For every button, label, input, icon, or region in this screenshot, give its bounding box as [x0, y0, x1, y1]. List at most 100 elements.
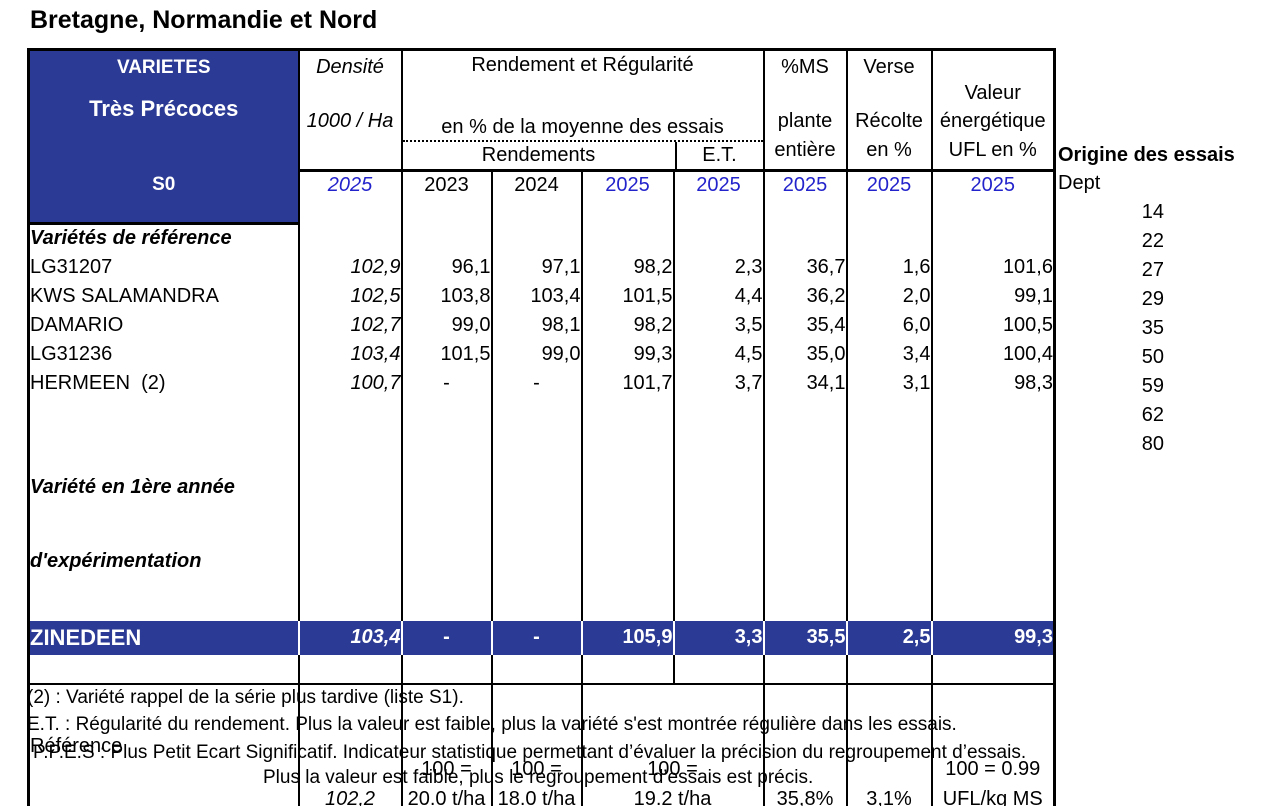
- ms-cell: 36,2: [762, 281, 848, 311]
- empty-cell: [930, 654, 1056, 684]
- verse-label-2: Récolte: [855, 110, 923, 132]
- densite-cell: 102,5: [297, 281, 403, 311]
- year-et: 2025: [672, 170, 765, 224]
- empty-cell: [297, 654, 403, 684]
- empty-cell: [672, 397, 765, 427]
- verse-cell: 2,5: [845, 620, 933, 655]
- valeur-label-3: UFL en %: [948, 139, 1037, 161]
- section-row-new-variety: Variété en 1ère année d'expérimentation: [27, 426, 1056, 621]
- table-row-lg31207: LG31207 102,9 96,1 97,1 98,2 2,3 36,7 1,…: [27, 252, 1056, 282]
- rend-2024-cell: -: [490, 620, 583, 655]
- rend-2025-cell: 101,5: [580, 281, 675, 311]
- verse-cell: 3,1: [845, 368, 933, 398]
- rend-2023-cell: -: [400, 368, 493, 398]
- variety-name-cell: LG31236: [27, 339, 300, 369]
- ms-cell: 34,1: [762, 368, 848, 398]
- ref-2023-cell: 100 = 20.0 t/ha: [400, 682, 493, 806]
- reference-label: Référence: [30, 734, 123, 757]
- empty-cell: [762, 223, 848, 253]
- rend-2023-cell: -: [400, 620, 493, 655]
- rendement-header-cell: Rendement et Régularité en % de la moyen…: [400, 49, 765, 172]
- footnote-ppes-continued: Plus la valeur est faible, plus le regro…: [263, 767, 814, 788]
- verse-cell: 6,0: [845, 310, 933, 340]
- valeur-label-1: Valeur: [964, 82, 1021, 104]
- empty-cell: [400, 654, 493, 684]
- footnote-et-definition: E.T. : Régularité du rendement. Plus la …: [27, 714, 957, 735]
- section-label-line-2: d'expérimentation: [30, 549, 202, 572]
- empty-cell: [297, 426, 403, 621]
- variety-name-cell: LG31207: [27, 252, 300, 282]
- origin-title: Origine des essais: [1058, 144, 1235, 166]
- verse-label-3: en %: [866, 139, 912, 161]
- section-label-line-1: Variété en 1ère année: [30, 475, 235, 498]
- empty-cell: [672, 223, 765, 253]
- et-cell: 4,5: [672, 339, 765, 369]
- valeur-cell: 99,1: [930, 281, 1056, 311]
- empty-cell: [580, 223, 675, 253]
- densite-cell: 102,9: [297, 252, 403, 282]
- empty-cell: [845, 654, 933, 684]
- empty-cell: [930, 223, 1056, 253]
- ms-cell: 35,0: [762, 339, 848, 369]
- variety-name-cell: ZINEDEEN: [27, 620, 300, 655]
- varieties-label: VARIETES: [116, 57, 211, 78]
- empty-cell: [762, 397, 848, 427]
- dept-number: 35: [1141, 317, 1164, 339]
- et-cell: 3,7: [672, 368, 765, 398]
- varieties-header-cell: VARIETES Très Précoces S0: [27, 49, 300, 225]
- dept-number: 80: [1141, 433, 1164, 455]
- ms-mean-cell: 35,8%: [762, 682, 848, 806]
- section-row-reference: Variétés de référence: [27, 223, 1056, 253]
- valeur-cell: 99,3: [930, 620, 1056, 655]
- valeur-cell: 101,6: [930, 252, 1056, 282]
- empty-cell: [845, 426, 933, 621]
- empty-cell: [672, 426, 765, 621]
- ref-2025-cell: 100 = 19.2 t/ha: [580, 682, 765, 806]
- densite-cell: 103,4: [297, 339, 403, 369]
- year-densite: 2025: [297, 170, 403, 224]
- valeur-header-cell: Valeur énergétique UFL en %: [930, 49, 1056, 172]
- valeur-cell: 98,3: [930, 368, 1056, 398]
- rend-2025-cell: 101,7: [580, 368, 675, 398]
- spacer-row: [27, 654, 1056, 684]
- series-code-label: S0: [152, 174, 176, 195]
- ms-cell: 35,4: [762, 310, 848, 340]
- variety-name-cell: KWS SALAMANDRA: [27, 281, 300, 311]
- dept-number: 59: [1141, 375, 1164, 397]
- verse-cell: 2,0: [845, 281, 933, 311]
- year-2025: 2025: [580, 170, 675, 224]
- densite-cell: 102,7: [297, 310, 403, 340]
- year-verse: 2025: [845, 170, 933, 224]
- empty-cell: [490, 654, 583, 684]
- dept-number: 62: [1141, 404, 1164, 426]
- densite-unit-label: 1000 / Ha: [306, 110, 394, 132]
- empty-cell: [930, 426, 1056, 621]
- ms-label-1: %MS: [781, 56, 829, 78]
- ref-2024-cell: 100 = 18.0 t/ha: [490, 682, 583, 806]
- densite-cell: 100,7: [297, 368, 403, 398]
- valeur-label-2: énergétique: [939, 110, 1046, 132]
- et-cell: 4,4: [672, 281, 765, 311]
- footnote-recall-variety: (2) : Variété rappel de la série plus ta…: [27, 687, 464, 708]
- dept-number: 22: [1141, 230, 1164, 252]
- empty-cell: [490, 223, 583, 253]
- section-label-new-variety: Variété en 1ère année d'expérimentation: [27, 426, 300, 621]
- year-valeur: 2025: [930, 170, 1056, 224]
- table-row-kws-salamandra: KWS SALAMANDRA 102,5 103,8 103,4 101,5 4…: [27, 281, 1056, 311]
- et-cell: 3,3: [672, 620, 765, 655]
- dept-number: 27: [1141, 259, 1164, 281]
- et-cell: 3,5: [672, 310, 765, 340]
- rend-2025-cell: 99,3: [580, 339, 675, 369]
- year-row: 2025 2023 2024 2025 2025 2025 2025 2025: [29, 170, 1056, 224]
- variety-results-table: VARIETES Très Précoces S0 Densité 1000 /…: [27, 48, 1056, 806]
- variety-name-cell: HERMEEN (2): [27, 368, 300, 398]
- empty-cell: [490, 397, 583, 427]
- spacer-row: [27, 397, 1056, 427]
- ms-header-cell: %MS plante entière: [762, 49, 848, 172]
- variety-name-cell: DAMARIO: [27, 310, 300, 340]
- empty-cell: [297, 397, 403, 427]
- rend-2024-cell: 97,1: [490, 252, 583, 282]
- empty-cell: [845, 223, 933, 253]
- verse-label-1: Verse: [863, 56, 915, 78]
- trial-origin-panel: Origine des essais Dept 14 22 27 29 35 5…: [1058, 143, 1258, 459]
